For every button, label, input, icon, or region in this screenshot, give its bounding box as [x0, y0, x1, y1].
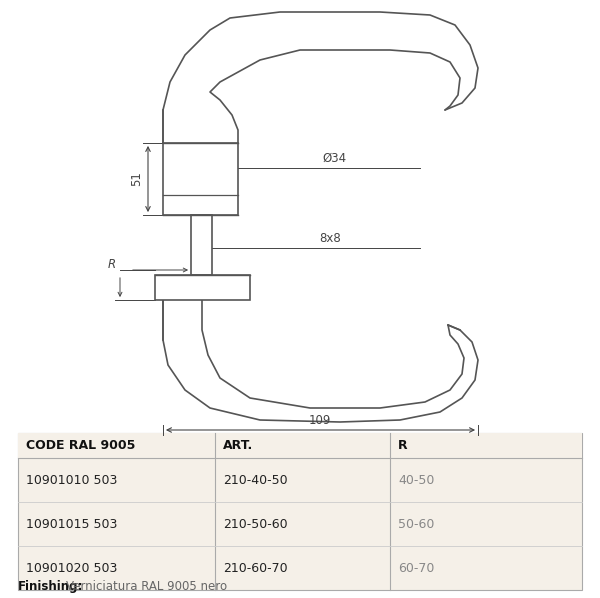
Bar	[18, 433, 582, 590]
Text: 50-60: 50-60	[398, 517, 434, 530]
Text: 10901020 503: 10901020 503	[26, 562, 118, 575]
Text: R: R	[108, 258, 116, 271]
Text: CODE RAL 9005: CODE RAL 9005	[26, 439, 136, 452]
Text: 210-50-60: 210-50-60	[223, 517, 287, 530]
Text: Finishing:: Finishing:	[18, 580, 83, 593]
Bar	[18, 433, 582, 458]
Text: Verniciatura RAL 9005 nero: Verniciatura RAL 9005 nero	[66, 580, 227, 593]
Text: R: R	[398, 439, 407, 452]
Text: 60-70: 60-70	[398, 562, 434, 575]
Text: Ø34: Ø34	[323, 151, 347, 164]
Text: 210-60-70: 210-60-70	[223, 562, 287, 575]
Text: 10901015 503: 10901015 503	[26, 517, 118, 530]
Text: 210-40-50: 210-40-50	[223, 474, 287, 487]
Text: ART.: ART.	[223, 439, 253, 452]
Text: 40-50: 40-50	[398, 474, 434, 487]
Bar	[155, 275, 250, 300]
Text: 51: 51	[131, 172, 143, 187]
Text: 109: 109	[309, 413, 331, 426]
Bar	[163, 143, 238, 215]
Text: 10901010 503: 10901010 503	[26, 474, 118, 487]
Text: 8x8: 8x8	[319, 231, 341, 245]
Bar	[191, 215, 212, 275]
